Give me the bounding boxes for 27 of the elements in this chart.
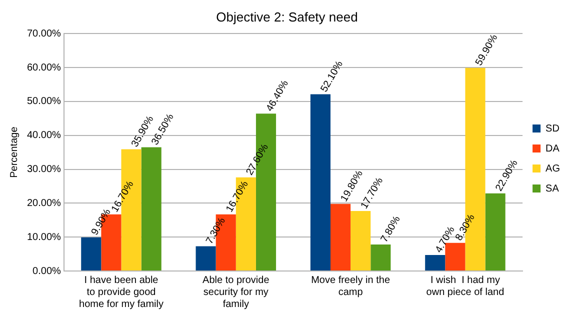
bar bbox=[81, 237, 102, 270]
legend-label: DA bbox=[546, 143, 560, 154]
y-tick-label: 20.00% bbox=[26, 198, 62, 209]
bar bbox=[310, 94, 330, 270]
chart-title: Objective 2: Safety need bbox=[216, 9, 358, 24]
y-tick-label: 60.00% bbox=[26, 62, 62, 74]
bar bbox=[485, 193, 506, 270]
y-tick-label: 30.00% bbox=[26, 164, 62, 176]
legend-label: SD bbox=[546, 123, 560, 134]
y-tick-label: 70.00% bbox=[26, 28, 62, 40]
bar bbox=[141, 147, 162, 270]
x-tick-label: Move freely in the camp bbox=[311, 274, 390, 298]
y-tick-label: 40.00% bbox=[26, 130, 62, 142]
bar bbox=[370, 244, 391, 270]
x-tick-label: I wish I had my own piece of land bbox=[426, 274, 504, 298]
y-tick-label: 0.00% bbox=[32, 266, 62, 277]
legend-label: AG bbox=[546, 163, 560, 174]
bar bbox=[330, 204, 351, 270]
bar bbox=[350, 210, 371, 270]
legend-label: SA bbox=[546, 183, 560, 194]
bar bbox=[196, 246, 216, 270]
x-tick-label: Able to provide security for my family bbox=[202, 274, 270, 310]
x-tick-label: I have been able to provide good home for my family bbox=[79, 274, 164, 310]
bar bbox=[425, 255, 446, 270]
y-axis-title: Percentage bbox=[8, 126, 20, 178]
y-tick-label: 10.00% bbox=[26, 232, 62, 243]
y-tick-label: 50.00% bbox=[26, 96, 62, 108]
